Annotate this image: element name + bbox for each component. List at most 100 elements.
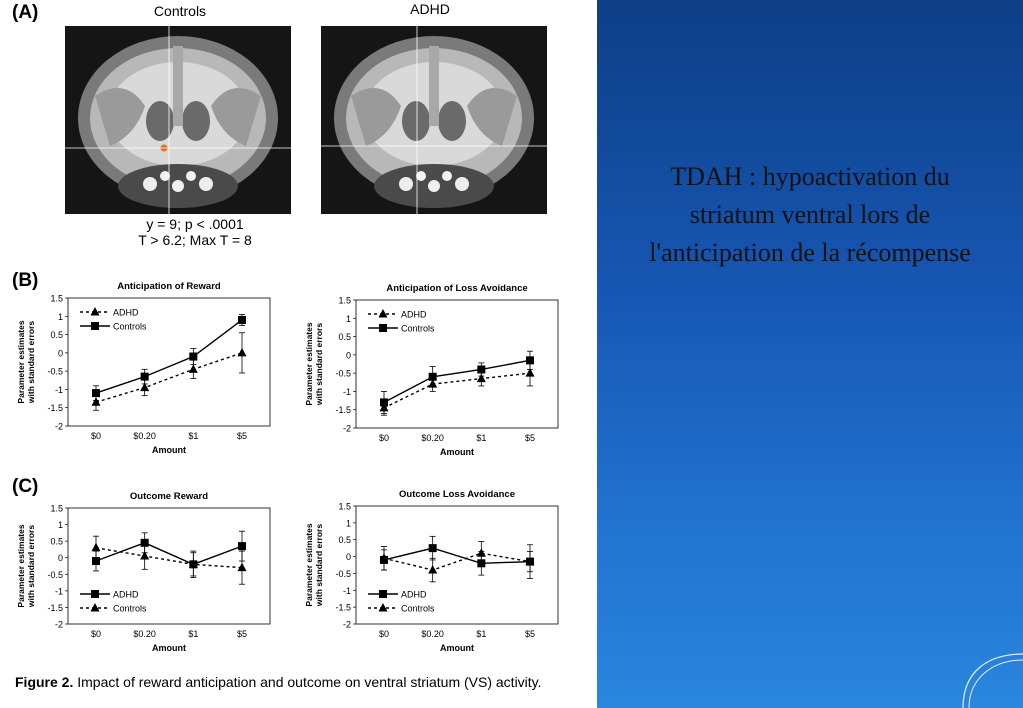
y-axis-label-line-2: with standard errors [26, 525, 36, 608]
x-tick-label: $0 [91, 629, 101, 639]
panel-label-c: (C) [12, 476, 39, 497]
data-point [188, 559, 198, 568]
chart-title: Outcome Reward [130, 491, 208, 502]
chart-title: Anticipation of Loss Avoidance [386, 283, 527, 294]
y-tick-label: 0 [346, 552, 351, 562]
x-tick-label: $1 [476, 433, 486, 443]
data-point [237, 347, 247, 357]
y-tick-label: -1 [343, 586, 351, 596]
plot-frame [355, 299, 559, 429]
series-line [383, 372, 531, 409]
y-tick-label: -2 [55, 422, 63, 432]
legend-marker [90, 307, 100, 316]
figure-caption: Figure 2. Impact of reward anticipation … [15, 674, 590, 690]
legend-marker [91, 322, 99, 330]
data-point [525, 556, 535, 566]
legend-marker [379, 590, 387, 598]
data-point [238, 315, 246, 324]
chart-title: Anticipation of Reward [117, 281, 221, 292]
plot-frame [355, 505, 559, 625]
x-axis-label: Amount [152, 643, 186, 653]
y-axis-label: Parameter estimateswith standard errors [16, 524, 36, 608]
x-tick-label: $0.20 [421, 629, 444, 639]
y-tick-label: -1 [343, 387, 351, 397]
stats-line-1: y = 9; p < .0001 [146, 216, 244, 232]
y-tick-label: 1 [58, 312, 63, 322]
data-point [476, 548, 486, 557]
y-tick-label: 0 [346, 350, 351, 360]
slide-panel: TDAH : hypoactivation du striatum ventra… [597, 0, 1023, 708]
slide-text: TDAH : hypoactivation du striatum ventra… [649, 162, 971, 267]
y-axis-label: Parameter estimateswith standard errors [304, 523, 324, 607]
panel-label-b: (B) [12, 270, 39, 291]
adhd-label: ADHD [410, 1, 450, 17]
x-tick-label: $5 [237, 431, 247, 441]
y-tick-label: -0.5 [47, 570, 63, 580]
y-tick-label: -1.5 [335, 603, 351, 613]
x-tick-label: $0 [379, 433, 389, 443]
y-tick-label: 1.5 [50, 504, 63, 514]
brain-scan-controls [65, 26, 291, 214]
x-axis-label: Amount [440, 447, 474, 457]
x-tick-label: $1 [188, 431, 198, 441]
legend-marker [91, 590, 99, 598]
data-point [237, 562, 247, 572]
y-tick-label: -2 [343, 424, 351, 434]
series-line [383, 552, 531, 571]
y-tick-label: -0.5 [335, 569, 351, 579]
series-line [95, 319, 243, 394]
data-point [92, 557, 100, 566]
y-tick-label: 1 [346, 518, 351, 528]
y-tick-label: 0.5 [338, 332, 351, 342]
legend-label: ADHD [401, 310, 427, 320]
chart-outcome-reward: Outcome Reward 1.5 1 0.5 0 -0.5 -1 -1.5 -2 $0 $0.2… [16, 491, 271, 653]
y-tick-label: -1.5 [335, 405, 351, 415]
x-tick-label: $5 [525, 629, 535, 639]
brain-scan-adhd [321, 26, 547, 214]
data-point [379, 553, 389, 562]
legend-label: ADHD [401, 590, 427, 600]
y-axis-label-line-2: with standard errors [314, 323, 324, 406]
caption-text: Impact of reward anticipation and outcom… [73, 674, 542, 690]
legend-label: ADHD [113, 590, 139, 600]
y-tick-label: 1 [58, 520, 63, 530]
y-tick-label: 1.5 [50, 294, 63, 304]
y-tick-label: -1.5 [47, 403, 63, 413]
x-axis-label: Amount [440, 643, 474, 653]
chart-outcome-loss-avoidance: Outcome Loss Avoidance 1.5 1 0.5 0 -0.5 -1 -1.5… [304, 489, 559, 653]
x-tick-label: $0.20 [133, 629, 156, 639]
series-line [95, 542, 243, 566]
series-line [95, 352, 243, 403]
chart-title: Outcome Loss Avoidance [399, 489, 515, 500]
y-tick-label: 0 [58, 348, 63, 358]
caption-lead: Figure 2. [15, 674, 74, 690]
figure-panel: (A) Controls ADHD [12, 1, 590, 690]
x-tick-label: $0.20 [421, 433, 444, 443]
y-axis-label-line-1: Parameter estimates [304, 523, 314, 606]
x-tick-label: $0 [379, 629, 389, 639]
y-tick-label: 0.5 [50, 537, 63, 547]
y-axis-label: Parameter estimateswith standard errors [304, 322, 324, 406]
series-line [383, 359, 531, 404]
controls-label: Controls [153, 3, 207, 19]
plot-frame [67, 297, 271, 427]
x-axis-label: Amount [152, 445, 186, 455]
data-point [91, 397, 101, 406]
data-point [428, 372, 437, 381]
x-tick-label: $5 [237, 629, 247, 639]
data-point [92, 389, 100, 398]
stats-text: y = 9; p < .0001 T > 6.2; Max T = 8 [90, 216, 300, 248]
legend-label: Controls [113, 604, 147, 614]
y-tick-label: -0.5 [335, 369, 351, 379]
y-axis-label: Parameter estimateswith standard errors [16, 320, 36, 404]
panel-label-a: (A) [12, 2, 39, 23]
data-point [91, 542, 101, 552]
y-tick-label: -0.5 [47, 367, 63, 377]
y-tick-label: -1 [55, 586, 63, 596]
y-tick-label: -2 [343, 620, 351, 630]
data-point [477, 365, 486, 374]
x-tick-label: $1 [188, 629, 198, 639]
y-tick-label: 0.5 [338, 535, 351, 545]
y-tick-label: -2 [55, 620, 63, 630]
y-tick-label: 1.5 [338, 502, 351, 512]
